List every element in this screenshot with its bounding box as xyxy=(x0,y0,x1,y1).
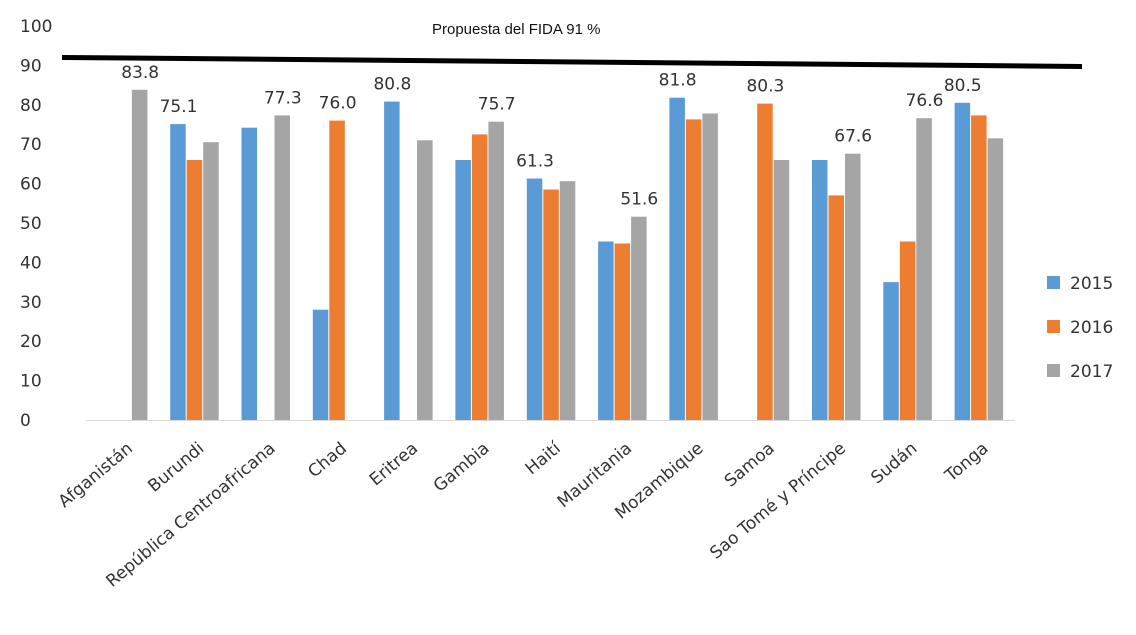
bars xyxy=(131,89,1004,421)
legend-label-2015: 2015 xyxy=(1070,274,1113,294)
data-label-mozambique: 81.8 xyxy=(659,71,697,91)
bar-tonga-2016 xyxy=(971,115,987,421)
bar-chad-2016 xyxy=(329,120,345,420)
x-tick-label-tonga: Tonga xyxy=(941,439,993,487)
data-label-afganistan: 83.8 xyxy=(121,63,159,83)
bar-mauritania-2017 xyxy=(631,216,647,420)
target-line-label: Propuesta del FIDA 91 % xyxy=(432,21,600,38)
x-tick-label-eritrea: Eritrea xyxy=(366,439,422,491)
x-tick-label-samoa: Samoa xyxy=(721,439,779,492)
x-tick-label-burundi: Burundi xyxy=(144,439,208,497)
x-tick-label-gambia: Gambia xyxy=(430,439,493,497)
data-label-tonga: 80.5 xyxy=(944,76,982,96)
y-tick-label-50: 50 xyxy=(20,214,42,234)
bar-republica-centroafricana-2015 xyxy=(241,127,257,420)
legend-swatch-2015 xyxy=(1047,276,1060,289)
legend-swatch-2017 xyxy=(1047,364,1060,377)
bar-tonga-2017 xyxy=(987,138,1004,421)
legend-swatch-2016 xyxy=(1047,320,1060,333)
x-tick-label-chad: Chad xyxy=(304,439,350,483)
y-axis-ticks: 0 10 20 30 40 50 60 70 80 90 100 xyxy=(20,17,52,431)
target-line-group: Propuesta del FIDA 91 % xyxy=(61,21,1083,69)
data-label-mauritania: 51.6 xyxy=(620,190,658,210)
data-label-burundi: 75.1 xyxy=(160,97,198,117)
bar-haiti-2016 xyxy=(543,189,559,420)
y-tick-label-80: 80 xyxy=(20,96,42,116)
y-tick-label-20: 20 xyxy=(20,332,42,352)
bar-burundi-2017 xyxy=(203,142,219,420)
bar-haiti-2017 xyxy=(559,181,576,420)
y-tick-label-0: 0 xyxy=(20,411,31,431)
bar-republica-centroafricana-2017 xyxy=(274,115,290,421)
bar-gambia-2015 xyxy=(455,160,471,420)
bar-sao-tome-y-principe-2017 xyxy=(845,153,861,420)
bar-mauritania-2016 xyxy=(614,243,631,420)
y-tick-label-70: 70 xyxy=(20,135,42,155)
bar-afganistan-2017 xyxy=(131,89,148,421)
bar-mozambique-2015 xyxy=(669,97,685,420)
bar-sudan-2017 xyxy=(916,118,932,420)
x-tick-label-haiti: Haití xyxy=(522,438,566,479)
data-label-haiti: 61.3 xyxy=(516,152,554,172)
bar-sao-tome-y-principe-2016 xyxy=(828,195,844,420)
bar-burundi-2015 xyxy=(170,124,186,420)
bar-sudan-2015 xyxy=(883,282,899,420)
bar-gambia-2017 xyxy=(488,121,504,420)
legend: 2015 2016 2017 xyxy=(1047,274,1113,382)
data-labels: 83.875.1 77.3 76.0 80.8 75.7 61.3 51.6 81.8 80.3… xyxy=(121,63,981,210)
legend-label-2016: 2016 xyxy=(1070,318,1113,338)
bar-burundi-2016 xyxy=(186,160,203,420)
x-tick-label-sudan: Sudán xyxy=(867,439,921,489)
target-line xyxy=(61,54,1083,69)
bar-chad-2015 xyxy=(312,309,329,420)
bar-gambia-2016 xyxy=(471,134,488,420)
data-label-eritrea: 80.8 xyxy=(373,75,411,95)
data-label-gambia: 75.7 xyxy=(478,95,516,115)
y-tick-label-40: 40 xyxy=(20,253,42,273)
bar-samoa-2017 xyxy=(773,160,790,420)
y-tick-label-100: 100 xyxy=(20,17,52,37)
y-tick-label-90: 90 xyxy=(20,56,42,76)
data-label-sudan: 76.6 xyxy=(906,91,944,111)
legend-label-2017: 2017 xyxy=(1070,362,1113,382)
bar-eritrea-2017 xyxy=(417,140,433,421)
x-tick-label-afganistan: Afganistán xyxy=(55,439,137,512)
bar-mozambique-2016 xyxy=(685,119,702,421)
data-label-chad: 76.0 xyxy=(319,94,357,114)
bar-sao-tome-y-principe-2015 xyxy=(812,160,828,420)
data-label-republica-centroafricana: 77.3 xyxy=(264,88,302,108)
bar-tonga-2015 xyxy=(954,102,971,421)
y-tick-label-10: 10 xyxy=(20,372,42,392)
y-tick-label-60: 60 xyxy=(20,175,42,195)
data-label-sao-tome-y-principe: 67.6 xyxy=(834,127,872,147)
y-tick-label-30: 30 xyxy=(20,293,42,313)
bar-haiti-2015 xyxy=(526,178,543,420)
bar-mauritania-2015 xyxy=(598,241,614,420)
bar-eritrea-2015 xyxy=(384,101,400,420)
x-tick-label-sao-tome-y-principe: Sao Tomé y Príncipe xyxy=(706,439,850,564)
bar-mozambique-2017 xyxy=(702,113,718,420)
bar-sudan-2016 xyxy=(899,241,916,420)
bar-samoa-2016 xyxy=(757,103,773,420)
data-label-samoa: 80.3 xyxy=(746,77,784,97)
